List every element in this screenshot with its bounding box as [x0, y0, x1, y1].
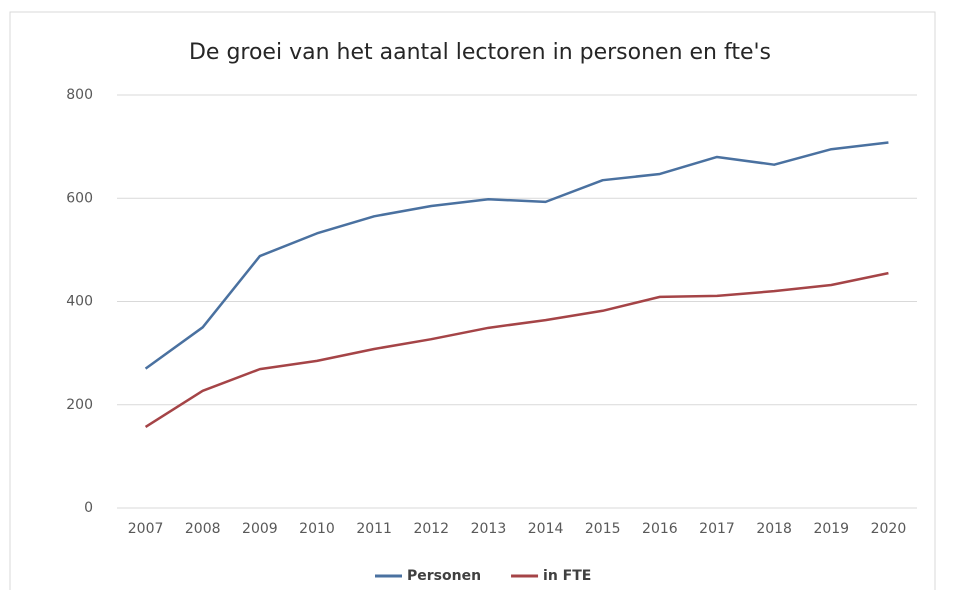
- x-tick-label: 2009: [242, 521, 278, 537]
- x-tick-label: 2019: [813, 521, 849, 537]
- y-tick-label: 400: [66, 294, 93, 310]
- x-tick-label: 2020: [871, 521, 907, 537]
- x-tick-label: 2010: [299, 521, 335, 537]
- x-tick-label: 2013: [471, 521, 507, 537]
- x-tick-label: 2018: [756, 521, 792, 537]
- y-tick-label: 200: [66, 397, 93, 413]
- x-tick-label: 2012: [413, 521, 449, 537]
- y-tick-label: 0: [84, 500, 93, 516]
- chart-border: [9, 11, 936, 590]
- y-tick-label: 600: [66, 190, 93, 206]
- legend-label: Personen: [407, 568, 481, 584]
- series-line: [144, 141, 889, 370]
- x-tick-label: 2014: [528, 521, 564, 537]
- x-tick-label: 2015: [585, 521, 621, 537]
- x-tick-label: 2008: [185, 521, 221, 537]
- x-tick-label: 2016: [642, 521, 678, 537]
- series-line: [144, 271, 889, 429]
- y-tick-label: 800: [66, 87, 93, 103]
- chart-title: De groei van het aantal lectoren in pers…: [189, 40, 771, 65]
- legend-label: in FTE: [543, 568, 591, 584]
- x-tick-label: 2011: [356, 521, 392, 537]
- x-tick-label: 2017: [699, 521, 735, 537]
- x-tick-label: 2007: [128, 521, 164, 537]
